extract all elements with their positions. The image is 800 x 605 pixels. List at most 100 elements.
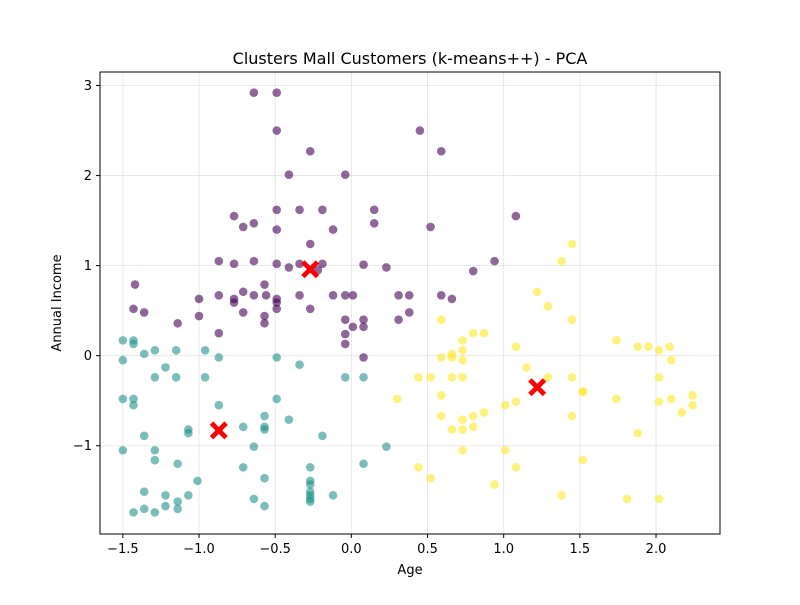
data-point: [500, 445, 510, 455]
data-point: [567, 411, 577, 421]
data-point: [238, 222, 248, 232]
x-tick-label: −1.5: [107, 542, 139, 557]
data-point: [284, 263, 294, 272]
data-point: [150, 372, 160, 382]
data-point: [557, 490, 566, 500]
data-point: [171, 345, 181, 355]
data-point: [490, 256, 499, 266]
data-point: [511, 211, 521, 221]
chart-title: Clusters Mall Customers (k-means++) - PC…: [233, 49, 588, 68]
data-point: [249, 494, 259, 504]
data-point: [284, 415, 294, 424]
x-axis: −1.5 −1.0 −0.5 0.0 0.5 1.0 1.5 2.0: [107, 534, 666, 557]
data-point: [532, 287, 542, 297]
data-point: [468, 266, 478, 276]
data-point: [328, 490, 338, 500]
data-point: [118, 394, 128, 404]
data-point: [490, 480, 499, 489]
data-point: [458, 415, 467, 424]
data-point: [305, 480, 315, 489]
data-point: [567, 239, 577, 249]
data-point: [468, 411, 478, 421]
data-point: [173, 504, 182, 514]
data-point: [612, 394, 621, 404]
data-point: [318, 205, 327, 215]
data-point: [458, 355, 467, 365]
data-point: [447, 372, 457, 382]
y-tick-label: 1: [84, 259, 92, 274]
grid-lines: [100, 72, 720, 534]
data-point: [229, 211, 239, 221]
data-point: [129, 394, 138, 404]
centroid-markers: [209, 260, 547, 440]
cluster-2-points: [392, 239, 697, 504]
data-point: [214, 291, 224, 300]
data-point: [340, 170, 350, 179]
data-point: [171, 372, 181, 382]
data-point: [688, 391, 697, 400]
data-point: [382, 442, 391, 451]
data-point: [348, 291, 358, 300]
data-point: [139, 487, 149, 496]
data-point: [200, 372, 210, 382]
data-point: [305, 463, 315, 472]
data-point: [272, 298, 282, 307]
data-point: [229, 298, 239, 307]
data-point: [129, 339, 138, 349]
data-point: [359, 322, 368, 332]
data-point: [500, 400, 510, 410]
x-tick-label: 1.5: [570, 542, 591, 557]
data-point: [436, 411, 446, 421]
data-point: [295, 291, 304, 300]
data-point: [139, 308, 149, 317]
data-point: [622, 494, 632, 504]
data-point: [295, 259, 304, 269]
data-point: [436, 353, 446, 362]
x-tick-label: −0.5: [259, 542, 291, 557]
data-point: [139, 349, 149, 359]
y-tick-label: −1: [73, 439, 92, 454]
data-point: [458, 372, 467, 382]
data-point: [633, 342, 643, 351]
data-point: [272, 259, 282, 269]
data-point: [665, 342, 675, 351]
data-point: [359, 353, 368, 362]
data-point: [184, 490, 193, 500]
data-point: [612, 336, 621, 345]
data-point: [260, 318, 269, 328]
data-point: [130, 280, 140, 289]
data-point: [150, 345, 160, 355]
data-point: [633, 428, 643, 438]
data-point: [328, 225, 338, 234]
data-point: [644, 342, 653, 351]
data-point: [340, 291, 350, 300]
data-point: [305, 239, 315, 249]
data-point: [214, 353, 224, 362]
x-tick-label: −1.0: [183, 542, 215, 557]
data-point: [129, 400, 138, 410]
data-point: [578, 455, 588, 465]
data-point: [436, 291, 446, 300]
data-point: [238, 308, 248, 317]
x-tick-label: 1.0: [493, 542, 514, 557]
data-point: [666, 355, 676, 365]
data-point: [511, 342, 521, 351]
cluster-0-points: [129, 88, 521, 362]
data-point: [479, 328, 489, 338]
y-axis: −1 0 1 2 3: [73, 79, 100, 454]
data-point: [295, 360, 304, 369]
data-point: [260, 473, 269, 483]
data-point: [511, 463, 521, 472]
data-point: [578, 387, 588, 397]
data-point: [238, 287, 248, 297]
data-point: [193, 476, 202, 486]
y-tick-label: 0: [84, 349, 92, 364]
data-point: [369, 205, 379, 215]
data-point: [238, 422, 248, 432]
data-point: [129, 508, 138, 517]
data-point: [200, 345, 210, 355]
data-point: [295, 205, 304, 215]
data-point: [436, 315, 446, 324]
